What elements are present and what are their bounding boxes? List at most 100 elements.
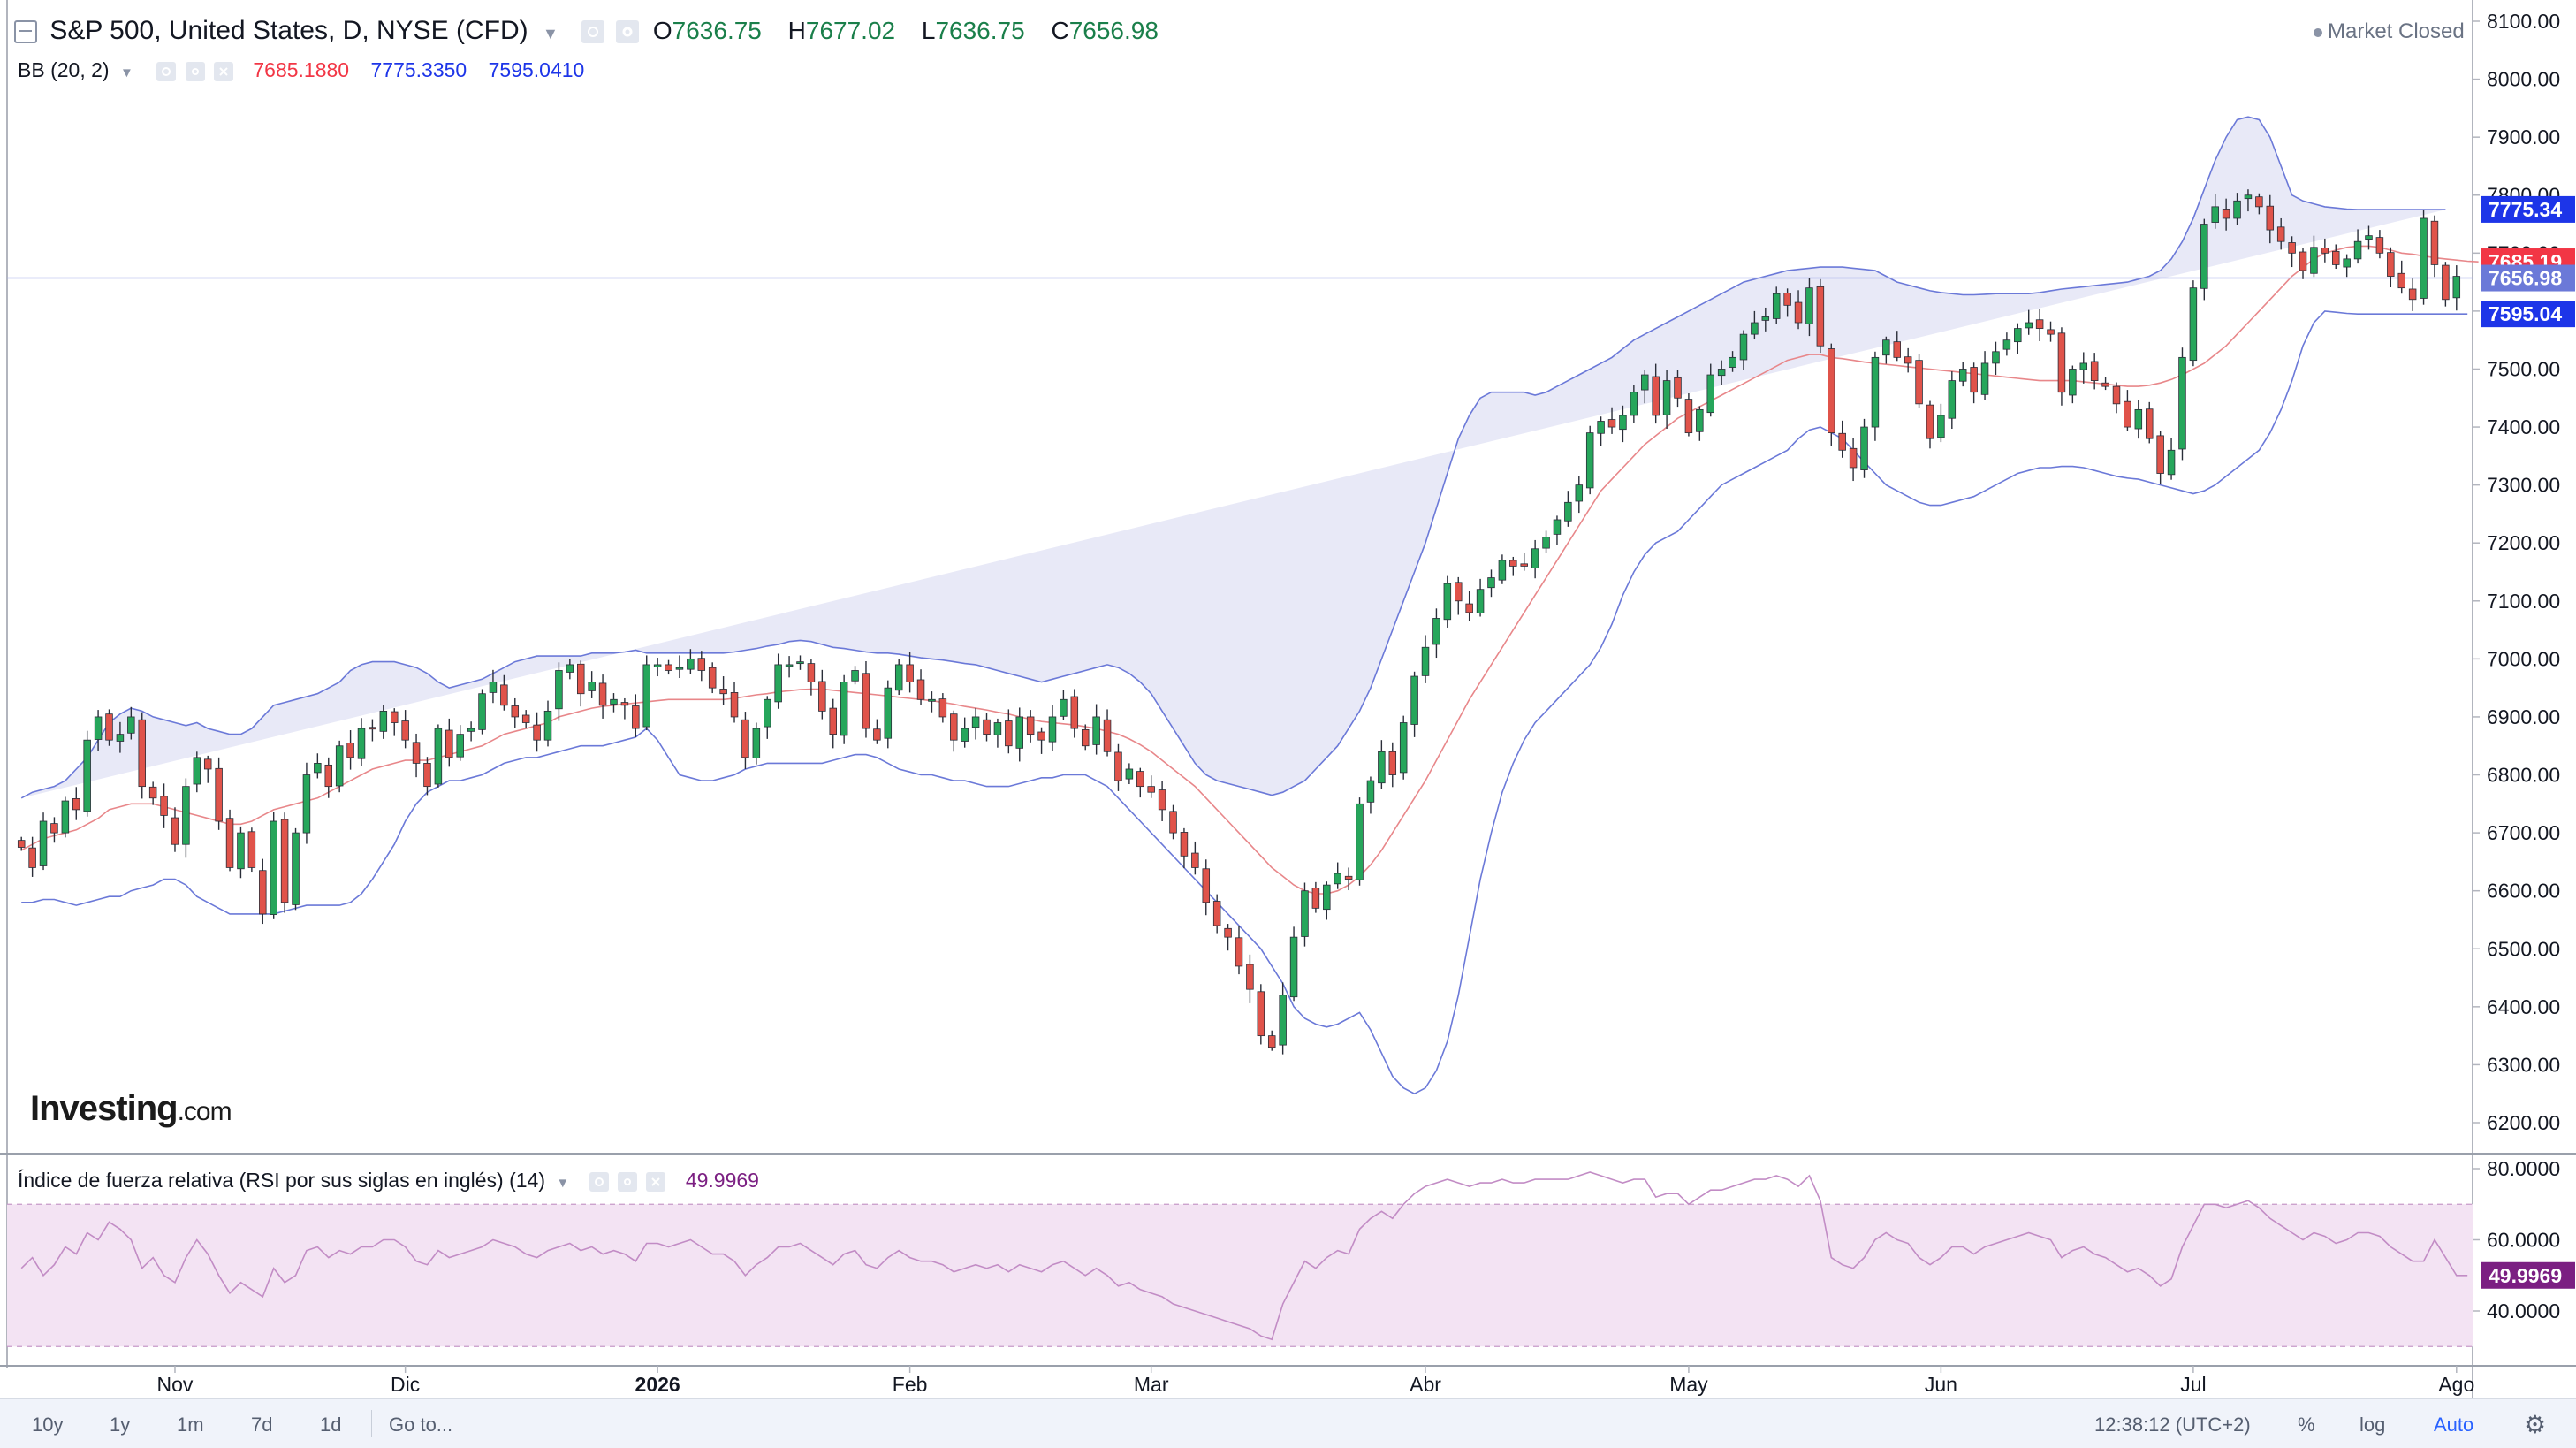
candle-body [302, 774, 311, 834]
rsi-tick-label: 80.0000 [2487, 1157, 2560, 1180]
candle-body [829, 707, 837, 735]
candle-body [412, 742, 421, 764]
candle-body [1060, 698, 1068, 717]
bb-hide-icon[interactable] [156, 61, 177, 81]
candle-body [2255, 196, 2263, 208]
rsi-settings-icon[interactable] [618, 1171, 638, 1192]
toolbar-divider [371, 1410, 372, 1437]
range-7d-button[interactable]: 7d [251, 1414, 273, 1436]
bb-remove-icon[interactable] [213, 61, 233, 81]
candle-body [2069, 369, 2077, 396]
candle-body [1684, 399, 1693, 434]
collapse-icon[interactable] [14, 20, 37, 44]
candle-body [1662, 380, 1671, 415]
candle-body [1015, 716, 1023, 749]
candle [851, 666, 859, 685]
candle [1455, 576, 1463, 615]
symbol-title[interactable]: S&P 500, United States, D, NYSE (CFD) [49, 16, 528, 45]
candle [116, 721, 125, 753]
symbol-dropdown-icon[interactable]: ▼ [543, 25, 559, 42]
candle [148, 781, 157, 805]
candle-body [1476, 589, 1485, 613]
candle-body [1366, 780, 1375, 803]
candle-body [1958, 369, 1967, 382]
market-status-text: Market Closed [2328, 19, 2465, 43]
candle-body [346, 743, 354, 758]
range-1d-button[interactable]: 1d [320, 1414, 342, 1436]
candle [203, 755, 212, 783]
price-tick-label: 6700.00 [2487, 821, 2560, 844]
time-tick-label: Nov [157, 1373, 194, 1396]
rsi-tick-label: 40.0000 [2487, 1299, 2560, 1322]
candle [1289, 926, 1298, 1002]
candle-body [961, 728, 969, 742]
candle [916, 669, 925, 705]
price-tick-label: 6900.00 [2487, 705, 2560, 728]
candle-body [1542, 537, 1550, 549]
candle-body [598, 682, 607, 706]
candle-body [1816, 286, 1825, 347]
candle-body [774, 664, 782, 703]
rsi-dropdown-icon[interactable]: ▼ [556, 1176, 570, 1191]
candle [983, 713, 991, 742]
candle [1498, 554, 1507, 584]
log-scale-button[interactable]: log [2359, 1414, 2386, 1436]
rsi-label[interactable]: Índice de fuerza relativa (RSI por sus s… [18, 1169, 546, 1192]
settings-icon[interactable] [615, 20, 639, 44]
candle [1805, 278, 1813, 337]
candle-body [2079, 362, 2088, 370]
bb-lower-tag: 7595.04 [2489, 302, 2562, 325]
candle-body [1301, 890, 1309, 937]
candle-body [2211, 206, 2219, 223]
candle [2057, 327, 2066, 406]
candle [1520, 553, 1528, 571]
bb-label[interactable]: BB (20, 2) [18, 58, 110, 81]
candle [1619, 405, 1627, 443]
price-tick-label: 7900.00 [2487, 126, 2560, 149]
bb-dropdown-icon[interactable]: ▼ [119, 65, 133, 80]
goto-button[interactable]: Go to... [389, 1414, 453, 1436]
candle-body [1334, 873, 1341, 885]
candle-body [1212, 901, 1221, 926]
candle-body [2112, 385, 2121, 405]
auto-scale-button[interactable]: Auto [2434, 1414, 2474, 1436]
range-1y-button[interactable]: 1y [110, 1414, 131, 1436]
rsi-hide-icon[interactable] [589, 1171, 609, 1192]
clock-display[interactable]: 12:38:12 (UTC+2) [2094, 1414, 2251, 1436]
range-1m-button[interactable]: 1m [177, 1414, 204, 1436]
candle [2222, 198, 2230, 231]
candle-body [2310, 247, 2318, 274]
candle [993, 718, 1002, 748]
bottom-toolbar: 10y 1y 1m 7d 1d Go to... 12:38:12 (UTC+2… [0, 1398, 2576, 1448]
candle [1212, 894, 1221, 934]
candle [182, 778, 190, 858]
candle-body [2288, 242, 2296, 254]
percent-scale-button[interactable]: % [2298, 1414, 2315, 1436]
candle-body [2343, 258, 2351, 268]
bb-settings-icon[interactable] [185, 61, 205, 81]
candle-body [148, 786, 157, 799]
candle [1915, 354, 1923, 408]
candle [576, 660, 585, 707]
price-tick-label: 6600.00 [2487, 880, 2560, 903]
candle-body [390, 711, 399, 723]
candle [280, 812, 289, 913]
candle [1060, 690, 1068, 720]
hide-icon[interactable] [581, 20, 605, 44]
candle [1432, 608, 1440, 659]
candle [2233, 193, 2241, 225]
candle-body [215, 767, 223, 822]
rsi-remove-icon[interactable] [646, 1171, 666, 1192]
candle [1037, 727, 1045, 754]
candle [697, 651, 706, 682]
candle [292, 827, 300, 911]
gear-icon[interactable]: ⚙ [2524, 1411, 2547, 1438]
candle [2178, 347, 2186, 461]
candle [2310, 235, 2318, 278]
candle [2200, 218, 2208, 301]
candle [2134, 400, 2143, 439]
range-10y-button[interactable]: 10y [32, 1414, 64, 1436]
candle [588, 671, 596, 698]
candle [1607, 407, 1616, 434]
